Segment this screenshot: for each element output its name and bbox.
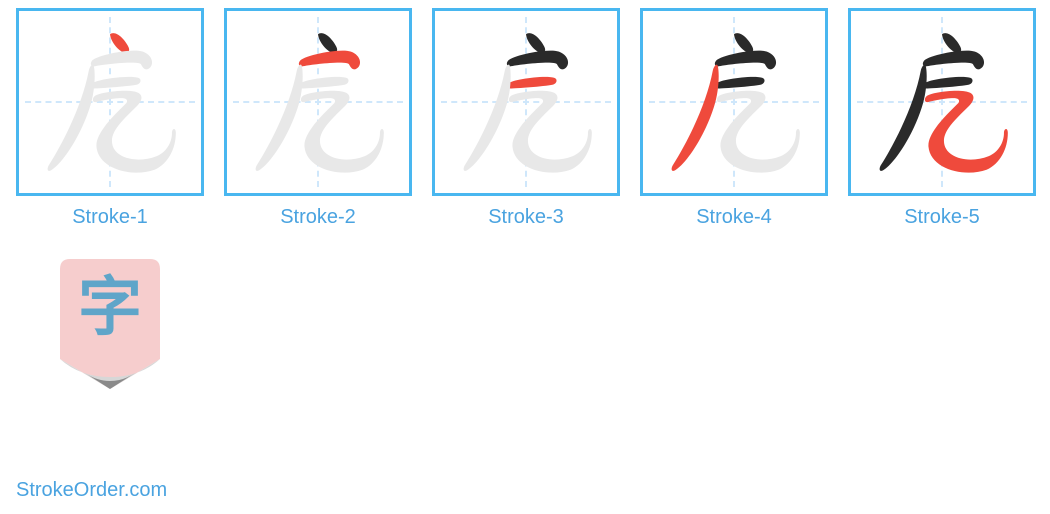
label-stroke-3: Stroke-3 [488,206,564,229]
site-logo-icon: 字 [50,259,170,419]
tile-stroke-2 [224,8,412,196]
svg-text:字: 字 [78,271,142,343]
glyph-stroke-3 [435,11,617,193]
tile-stroke-4 [640,8,828,196]
cell-stroke-4: Stroke-4 [640,8,828,229]
cell-stroke-2: Stroke-2 [224,8,412,229]
glyph-stroke-1 [19,11,201,193]
logo-row: 字 [16,259,1034,419]
cell-stroke-3: Stroke-3 [432,8,620,229]
glyph-stroke-4 [643,11,825,193]
cell-stroke-5: Stroke-5 [848,8,1036,229]
tile-stroke-5 [848,8,1036,196]
stroke-row: Stroke-1 Stroke-2 [16,8,1034,229]
watermark-text: StrokeOrder.com [16,479,167,502]
tile-stroke-3 [432,8,620,196]
cell-stroke-1: Stroke-1 [16,8,204,229]
label-stroke-4: Stroke-4 [696,206,772,229]
label-stroke-5: Stroke-5 [904,206,980,229]
label-stroke-2: Stroke-2 [280,206,356,229]
glyph-stroke-5 [851,11,1033,193]
tile-stroke-1 [16,8,204,196]
glyph-stroke-2 [227,11,409,193]
cell-logo: 字 [16,259,204,419]
label-stroke-1: Stroke-1 [72,206,148,229]
